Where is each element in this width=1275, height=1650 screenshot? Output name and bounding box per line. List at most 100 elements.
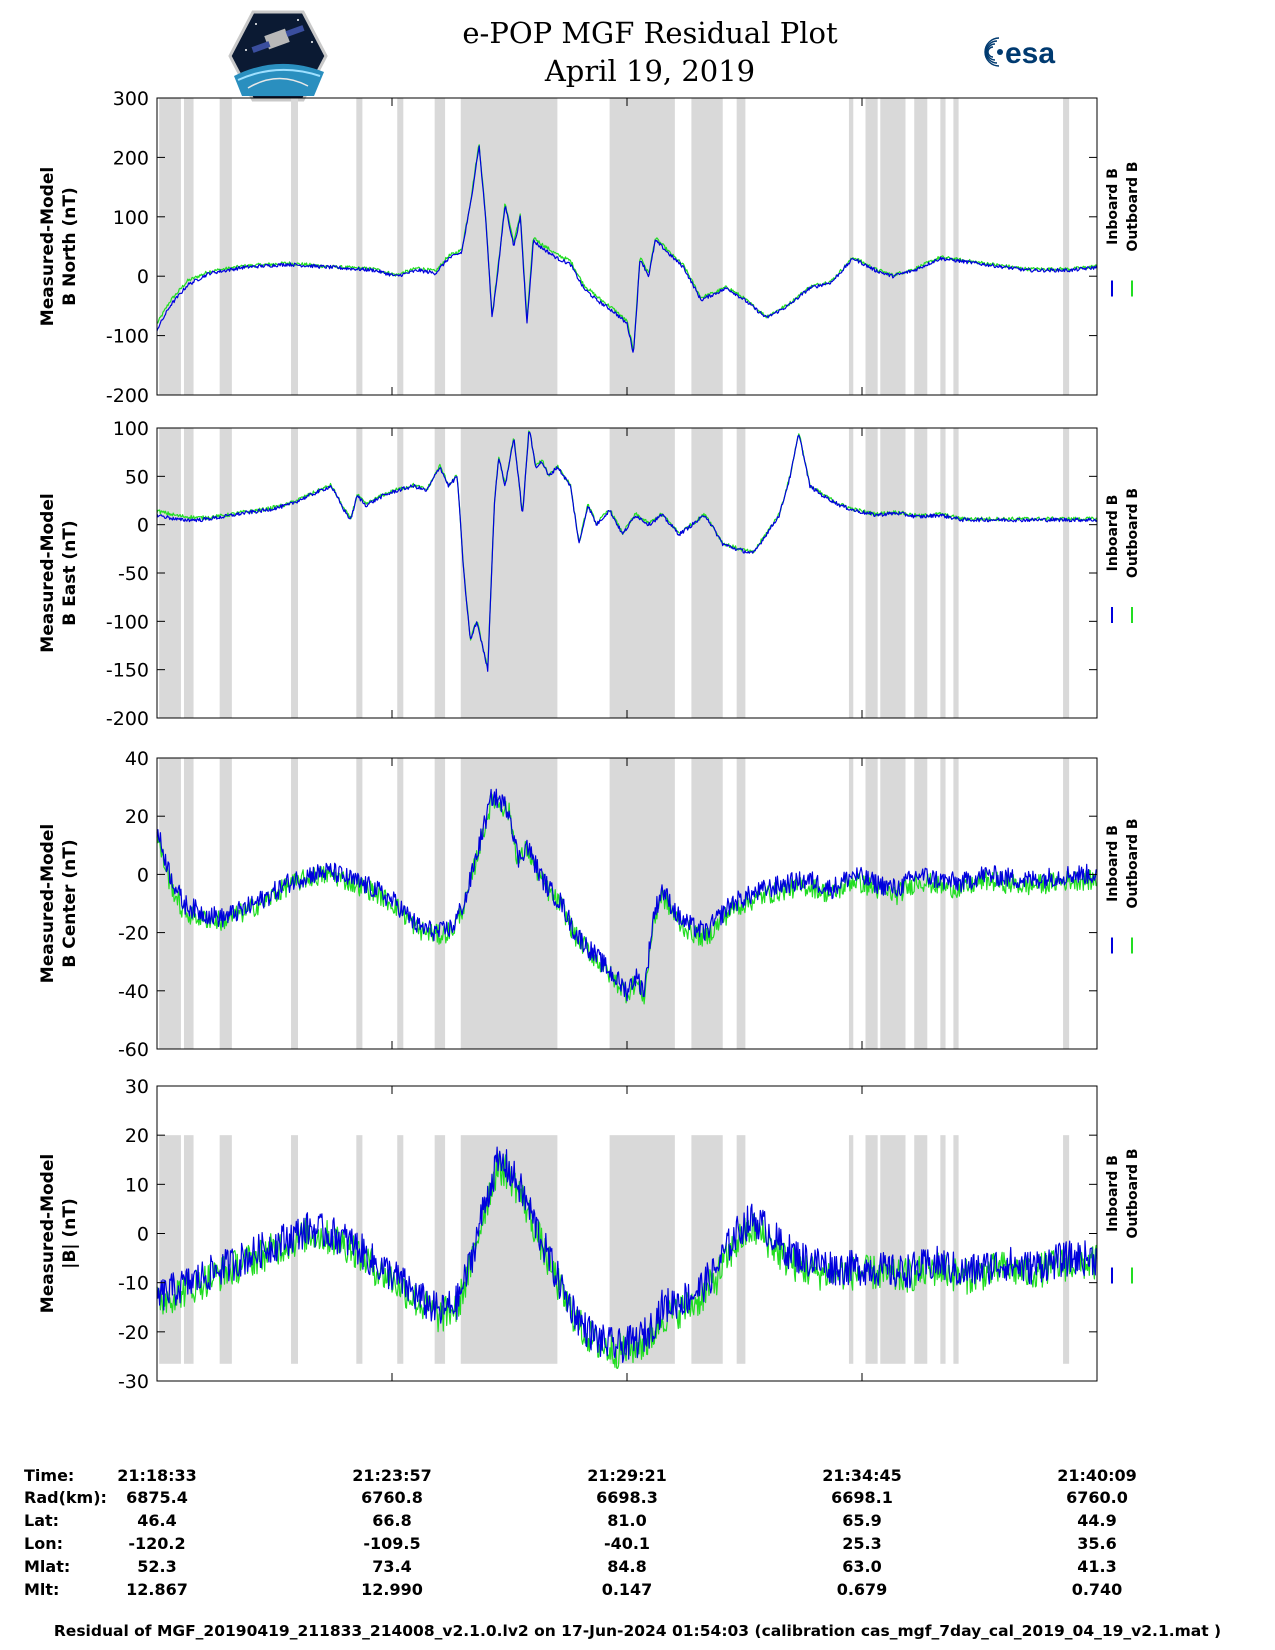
shaded-interval <box>183 98 194 395</box>
y-tick-label: 40 <box>125 748 149 770</box>
shaded-interval <box>460 428 558 718</box>
shaded-interval <box>291 98 298 395</box>
shaded-interval <box>609 428 675 718</box>
y-tick-label: -40 <box>118 981 149 1003</box>
shaded-interval <box>736 1135 746 1364</box>
shaded-interval <box>865 428 878 718</box>
title-line-2: April 19, 2019 <box>544 54 756 88</box>
orbit-row: Mlat: 52.3 73.4 84.8 63.0 41.3 <box>0 1557 1275 1579</box>
orbit-row: Rad(km): 6875.4 6760.8 6698.3 6698.1 6760.0 <box>0 1488 1275 1510</box>
orbit-value: 21:29:21 <box>587 1466 667 1485</box>
esa-logo-text: esa <box>1005 37 1055 70</box>
orbit-row-label: Rad(km): <box>24 1488 107 1507</box>
shaded-interval <box>880 428 906 718</box>
orbit-value: 0.147 <box>601 1580 653 1599</box>
orbit-row: Time: 21:18:33 21:23:57 21:29:21 21:34:45 21:… <box>0 1466 1275 1488</box>
y-tick-label: -30 <box>118 1371 149 1393</box>
legend-inboard-label: Inboard B <box>1105 825 1121 902</box>
footer-caption: Residual of MGF_20190419_211833_214008_v… <box>53 1622 1222 1640</box>
y-tick-label: 100 <box>113 207 149 229</box>
shaded-interval <box>159 1135 181 1364</box>
esa-logo: esa <box>984 37 1055 70</box>
shaded-interval <box>953 98 959 395</box>
y-tick-label: -20 <box>118 923 149 945</box>
shaded-interval <box>914 428 928 718</box>
y-tick-label: 0 <box>137 1224 149 1246</box>
y-tick-label: -10 <box>118 1273 149 1295</box>
orbit-value: 46.4 <box>137 1511 177 1530</box>
plot-title: e-POP MGF Residual Plot April 19, 2019 <box>400 14 900 90</box>
orbit-row-label: Lon: <box>24 1534 63 1553</box>
y-axis-label: B East (nT) <box>60 520 80 625</box>
cassiope-logo <box>228 10 328 102</box>
shaded-interval <box>397 758 404 1049</box>
panel-east: -200 -150 -100 -50 0 50 100 Measured-Model B Eas… <box>38 418 1141 730</box>
orbit-value: -40.1 <box>603 1534 651 1553</box>
orbit-value: 21:34:45 <box>822 1466 902 1485</box>
shaded-interval <box>914 98 928 395</box>
legend-outboard-label: Outboard B <box>1125 488 1141 578</box>
shaded-interval <box>1063 98 1070 395</box>
legend-inboard-label: Inboard B <box>1105 168 1121 245</box>
orbit-value: 35.6 <box>1077 1534 1117 1553</box>
orbit-row-label: Time: <box>24 1466 75 1485</box>
y-tick-label: -100 <box>106 611 149 633</box>
orbit-row: Mlt: 12.867 12.990 0.147 0.679 0.740 <box>0 1580 1275 1602</box>
orbit-value: 6698.3 <box>596 1488 658 1507</box>
y-tick-label: -200 <box>106 385 149 407</box>
orbit-value: 66.8 <box>372 1511 412 1530</box>
title-line-1: e-POP MGF Residual Plot <box>462 16 838 50</box>
orbit-value: 44.9 <box>1077 1511 1117 1530</box>
shaded-interval <box>865 758 878 1049</box>
shaded-interval <box>183 428 194 718</box>
y-tick-label: -60 <box>118 1039 149 1061</box>
y-axis-label: Measured-Model <box>38 167 58 326</box>
shaded-interval <box>183 758 194 1049</box>
orbit-value: 6698.1 <box>831 1488 893 1507</box>
orbit-row: Lat: 46.4 66.8 81.0 65.9 44.9 <box>0 1511 1275 1533</box>
shaded-interval <box>183 1135 194 1364</box>
shaded-interval <box>460 758 558 1049</box>
legend-inboard-label: Inboard B <box>1105 495 1121 572</box>
orbit-value: -109.5 <box>363 1534 421 1553</box>
shaded-interval <box>880 758 906 1049</box>
y-tick-label: 20 <box>125 1125 149 1147</box>
y-tick-label: 30 <box>125 1076 149 1098</box>
y-tick-label: 300 <box>113 88 149 110</box>
y-tick-label: 10 <box>125 1174 149 1196</box>
shaded-interval <box>356 758 363 1049</box>
shaded-interval <box>848 1135 854 1364</box>
shaded-interval <box>1063 758 1070 1049</box>
orbit-row: Lon: -120.2 -109.5 -40.1 25.3 35.6 <box>0 1534 1275 1556</box>
shaded-interval <box>434 1135 446 1364</box>
legend-outboard-label: Outboard B <box>1125 818 1141 908</box>
orbit-value: 12.990 <box>361 1580 423 1599</box>
shaded-interval <box>953 1135 959 1364</box>
y-tick-label: 0 <box>137 864 149 886</box>
legend-inboard-label: Inboard B <box>1105 1155 1121 1232</box>
y-tick-label: 100 <box>113 418 149 440</box>
orbit-value: 6875.4 <box>126 1488 188 1507</box>
orbit-value: 25.3 <box>842 1534 882 1553</box>
shaded-interval <box>848 98 854 395</box>
shaded-interval <box>434 98 446 395</box>
shaded-interval <box>940 98 946 395</box>
shaded-interval <box>434 428 446 718</box>
shaded-interval <box>159 98 181 395</box>
y-tick-label: 20 <box>125 806 149 828</box>
panel-north: -200 -100 0 100 200 300 Measured-Model B North … <box>38 88 1141 407</box>
panel-magnitude: -30 -20 -10 0 10 20 30 Measured-Model |B| (nT) In… <box>38 1076 1141 1393</box>
orbit-value: 21:23:57 <box>352 1466 432 1485</box>
orbit-value: 21:18:33 <box>117 1466 197 1485</box>
shaded-interval <box>914 758 928 1049</box>
orbit-row-label: Mlt: <box>24 1580 60 1599</box>
inboard-trace <box>156 1146 1098 1363</box>
shaded-interval <box>691 1135 723 1364</box>
shaded-interval <box>880 98 906 395</box>
y-axis-label: B North (nT) <box>60 187 80 306</box>
orbit-value: 0.679 <box>836 1580 888 1599</box>
y-tick-label: 0 <box>137 266 149 288</box>
y-tick-label: -100 <box>106 326 149 348</box>
orbit-value: 84.8 <box>607 1557 647 1576</box>
